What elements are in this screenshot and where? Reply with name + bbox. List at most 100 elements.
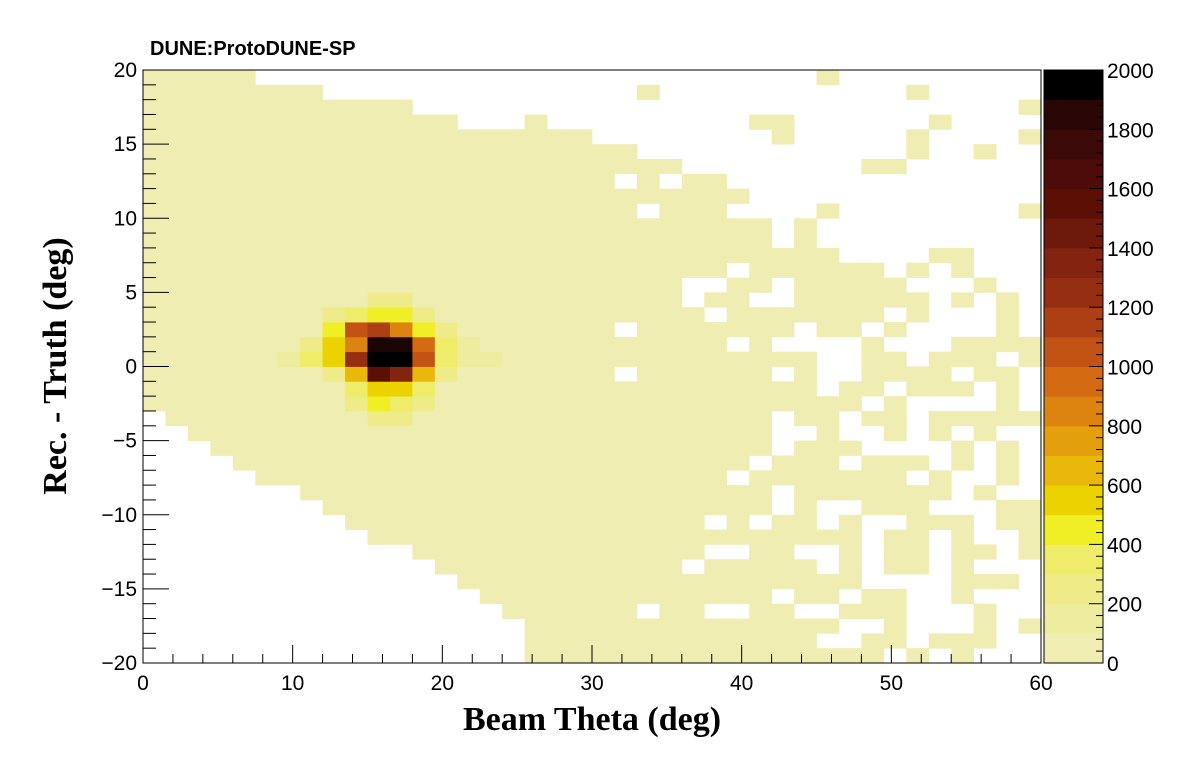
- heatmap-cell: [614, 440, 638, 456]
- heatmap-cell: [165, 144, 189, 160]
- heatmap-cell: [861, 485, 885, 501]
- heatmap-cell: [232, 440, 256, 456]
- heatmap-cell: [614, 336, 638, 353]
- heatmap-cell: [749, 588, 772, 605]
- heatmap-cell: [434, 322, 458, 338]
- heatmap-cell: [165, 322, 189, 338]
- heatmap-cell: [367, 351, 391, 367]
- heatmap-cell: [794, 396, 817, 412]
- x-tick-label: 60: [1029, 672, 1052, 695]
- heatmap-cell: [232, 410, 256, 427]
- heatmap-cell: [569, 292, 593, 308]
- heatmap-cell: [412, 307, 436, 323]
- heatmap-cell: [973, 618, 997, 634]
- heatmap-cell: [883, 544, 907, 560]
- heatmap-cell: [277, 99, 301, 115]
- heatmap-cell: [569, 381, 593, 397]
- heatmap-cell: [367, 188, 391, 204]
- heatmap-cell: [434, 381, 458, 397]
- heatmap-cell: [547, 336, 570, 353]
- heatmap-cell: [659, 292, 683, 308]
- heatmap-cell: [659, 559, 683, 575]
- heatmap-cell: [524, 485, 548, 501]
- heatmap-cell: [726, 588, 750, 605]
- heatmap-cell: [547, 485, 570, 501]
- heatmap-cell: [636, 188, 660, 204]
- heatmap-cell: [165, 203, 189, 219]
- heatmap-cell: [457, 381, 481, 397]
- heatmap-cell: [973, 336, 997, 353]
- heatmap-cell: [434, 425, 458, 442]
- heatmap-cell: [928, 633, 952, 649]
- heatmap-cell: [816, 648, 840, 664]
- heatmap-cell: [592, 188, 615, 204]
- heatmap-cell: [614, 588, 638, 605]
- heatmap-cell: [434, 544, 458, 560]
- heatmap-cell: [547, 455, 570, 471]
- heatmap-cell: [457, 470, 481, 486]
- heatmap-cell: [861, 455, 885, 471]
- heatmap-cell: [681, 351, 705, 367]
- heatmap-cell: [300, 410, 323, 427]
- heatmap-cell: [704, 218, 728, 234]
- heatmap-cell: [794, 381, 817, 397]
- heatmap-cell: [389, 351, 413, 367]
- heatmap-cell: [569, 396, 593, 412]
- heatmap-cell: [457, 129, 481, 145]
- heatmap-cell: [838, 574, 862, 590]
- heatmap-cell: [973, 366, 997, 382]
- palette-step: [1044, 307, 1103, 338]
- heatmap-cell: [883, 396, 907, 412]
- heatmap-cell: [187, 381, 211, 397]
- heatmap-cell: [479, 247, 503, 264]
- heatmap-cell: [547, 129, 570, 145]
- palette-step: [1044, 129, 1103, 160]
- heatmap-cell: [816, 70, 840, 86]
- heatmap-cell: [457, 455, 481, 471]
- palette-step: [1044, 485, 1103, 516]
- heatmap-cell: [165, 410, 189, 427]
- heatmap-cell: [659, 648, 683, 664]
- heatmap-cell: [502, 470, 526, 486]
- heatmap-cell: [255, 455, 279, 471]
- heatmap-cell: [861, 603, 885, 619]
- heatmap-cell: [255, 440, 279, 456]
- heatmap-cell: [479, 366, 503, 382]
- heatmap-cell: [143, 247, 166, 264]
- heatmap-cell: [547, 618, 570, 634]
- heatmap-cell: [547, 574, 570, 590]
- heatmap-cell: [412, 129, 436, 145]
- heatmap-cell: [367, 114, 391, 130]
- heatmap-cell: [749, 618, 772, 634]
- heatmap-cell: [636, 470, 660, 486]
- heatmap-cell: [434, 247, 458, 264]
- heatmap-cell: [749, 351, 772, 367]
- heatmap-cell: [367, 514, 391, 530]
- heatmap-cell: [614, 455, 638, 471]
- heatmap-cell: [928, 485, 952, 501]
- heatmap-cell: [794, 410, 817, 427]
- heatmap-cell: [389, 499, 413, 516]
- heatmap-cell: [524, 203, 548, 219]
- heatmap-cell: [659, 603, 683, 619]
- heatmap-cell: [614, 233, 638, 249]
- heatmap-cell: [434, 514, 458, 530]
- heatmap-cell: [681, 336, 705, 353]
- heatmap-cell: [569, 247, 593, 264]
- heatmap-cell: [300, 277, 323, 293]
- heatmap-cell: [816, 247, 840, 264]
- heatmap-cell: [659, 277, 683, 293]
- heatmap-cell: [479, 233, 503, 249]
- heatmap-cell: [592, 292, 615, 308]
- heatmap-cell: [681, 588, 705, 605]
- heatmap-cell: [143, 233, 166, 249]
- heatmap-cell: [749, 485, 772, 501]
- heatmap-cell: [996, 396, 1019, 412]
- heatmap-cell: [502, 277, 526, 293]
- heatmap-cell: [187, 262, 211, 278]
- heatmap-cell: [704, 499, 728, 516]
- heatmap-cell: [524, 322, 548, 338]
- heatmap-cell: [659, 158, 683, 175]
- heatmap-cell: [434, 366, 458, 382]
- heatmap-cell: [726, 440, 750, 456]
